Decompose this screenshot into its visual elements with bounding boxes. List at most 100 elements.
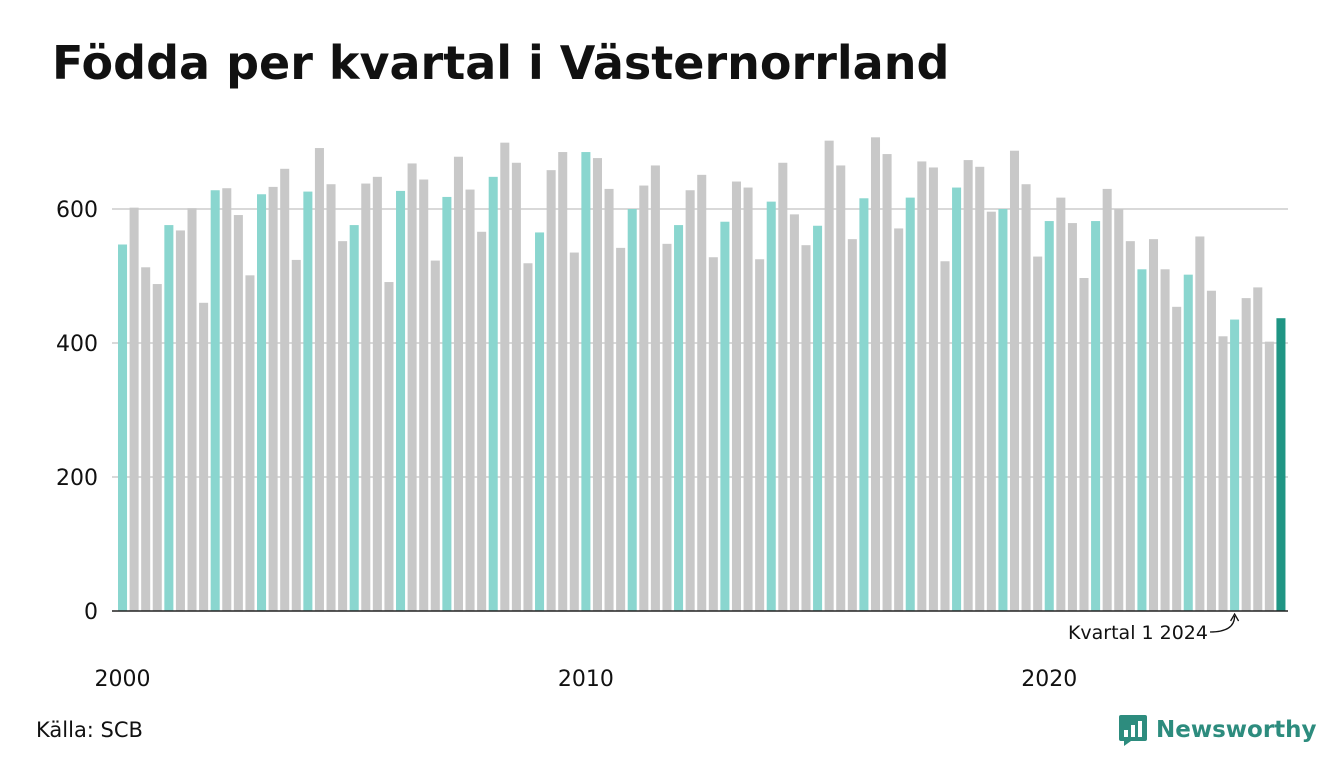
bar-2006-q3: [419, 179, 429, 611]
bar-2021-q2: [1102, 188, 1112, 611]
bar-2024-q2: [1241, 298, 1251, 611]
bar-2015-q2: [824, 140, 834, 611]
bar-2009-q3: [558, 152, 568, 612]
bar-2010-q4: [616, 247, 626, 612]
bar-2004-q4: [338, 241, 348, 611]
bar-2003-q3: [280, 168, 290, 612]
source-note: Källa: SCB: [36, 718, 143, 742]
bar-2009-q1: [535, 232, 545, 611]
brand-name: Newsworthy: [1156, 717, 1317, 743]
bar-2008-q1: [488, 176, 498, 611]
x-tick-label: 2000: [95, 667, 151, 692]
bar-2022-q2: [1148, 239, 1159, 611]
bar-2008-q2: [500, 142, 510, 612]
bar-2023-q3: [1206, 290, 1216, 611]
bar-2010-q3: [604, 188, 614, 611]
bar-2021-q4: [1125, 241, 1135, 611]
bar-2019-q2: [1009, 150, 1020, 611]
bar-2020-q1: [1044, 221, 1054, 611]
bar-2002-q1: [210, 190, 220, 612]
annotation: Kvartal 1 2024: [1068, 612, 1240, 644]
bar-2022-q3: [1160, 269, 1170, 611]
bar-2000-q3: [141, 267, 151, 611]
bar-2023-q2: [1195, 236, 1205, 611]
bar-2003-q1: [257, 194, 267, 611]
annotation-arrowhead: [1230, 612, 1240, 622]
bar-2013-q2: [731, 181, 741, 611]
bar-2024-q1: [1230, 319, 1240, 611]
bar-2010-q2: [592, 158, 602, 611]
bar-2007-q3: [465, 189, 475, 611]
bar-2009-q2: [546, 170, 556, 611]
x-tick-label: 2010: [558, 667, 614, 692]
bar-2004-q1: [303, 191, 313, 611]
bar-2013-q3: [743, 187, 753, 611]
bar-2014-q4: [801, 245, 811, 611]
y-tick-label: 0: [84, 600, 98, 625]
bar-2017-q1: [905, 197, 915, 612]
bar-2017-q2: [917, 161, 927, 611]
bar-2000-q4: [152, 284, 162, 611]
bar-2003-q4: [291, 259, 301, 611]
bar-2012-q1: [674, 225, 684, 611]
bar-2015-q4: [847, 239, 857, 611]
bar-2001-q1: [164, 225, 174, 611]
bar-2008-q4: [523, 263, 533, 611]
bar-2000-q2: [129, 207, 139, 611]
bar-2004-q3: [326, 184, 336, 611]
bar-2008-q3: [511, 162, 521, 611]
bar-2023-q4: [1218, 336, 1228, 611]
bar-2018-q3: [975, 166, 985, 612]
bar-2015-q1: [813, 225, 823, 611]
bar-2002-q4: [245, 275, 255, 611]
bar-2004-q2: [314, 148, 324, 611]
bar-2022-q1: [1137, 269, 1147, 611]
bar-2018-q1: [952, 187, 962, 611]
bar-2024-q3: [1253, 287, 1263, 611]
bar-2015-q3: [836, 165, 846, 611]
bar-2019-q1: [998, 209, 1008, 611]
bar-2011-q3: [650, 165, 660, 611]
bar-2005-q2: [361, 183, 371, 612]
annotation-arrow: [1209, 615, 1236, 633]
bar-2017-q3: [928, 167, 938, 611]
bar-2005-q4: [384, 282, 394, 611]
bar-2007-q2: [453, 156, 463, 612]
bar-2016-q3: [882, 154, 892, 611]
bar-2021-q3: [1114, 209, 1124, 611]
bar-2006-q4: [430, 260, 440, 611]
bar-2011-q1: [627, 209, 637, 611]
bar-2021-q1: [1091, 221, 1101, 611]
bar-2003-q2: [268, 186, 278, 611]
bar-2000-q1: [118, 244, 128, 611]
bar-2001-q2: [175, 230, 185, 611]
bar-2014-q2: [778, 162, 788, 611]
bar-2020-q2: [1056, 197, 1066, 612]
axes: 2000 2010 2020: [95, 610, 1288, 692]
bar-2013-q4: [755, 259, 765, 611]
bar-2019-q4: [1033, 256, 1043, 611]
bar-2012-q4: [708, 257, 718, 611]
annotation-label: Kvartal 1 2024: [1068, 622, 1208, 644]
bar-2014-q1: [766, 201, 776, 611]
bar-2001-q4: [199, 302, 209, 611]
bar-2018-q2: [963, 160, 973, 611]
y-tick-label: 400: [56, 332, 98, 357]
bar-2006-q2: [407, 163, 417, 611]
bar-2016-q1: [859, 198, 869, 611]
brand[interactable]: Newsworthy: [1118, 713, 1317, 747]
bar-2018-q4: [986, 211, 996, 611]
bars: [118, 137, 1286, 612]
bar-2009-q4: [569, 252, 579, 612]
bar-2006-q1: [396, 190, 406, 611]
bar-2002-q2: [222, 188, 232, 612]
bar-2011-q2: [639, 185, 649, 612]
bar-2023-q1: [1183, 274, 1193, 611]
bar-2016-q2: [870, 137, 881, 611]
chart-title: Födda per kvartal i Västernorrland: [52, 36, 950, 90]
bar-2002-q3: [233, 215, 243, 611]
bar-2012-q2: [685, 190, 695, 612]
bar-2020-q4: [1079, 278, 1089, 611]
bar-2020-q3: [1067, 223, 1077, 611]
